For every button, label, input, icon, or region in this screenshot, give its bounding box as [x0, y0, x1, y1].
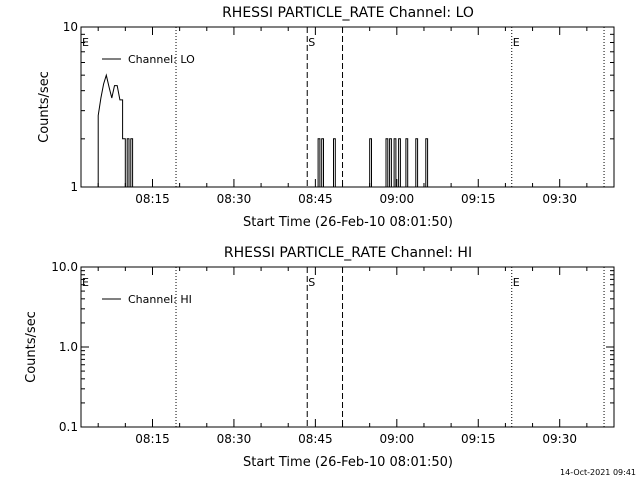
plot-timestamp: 14-Oct-2021 09:41 [560, 468, 636, 477]
panel-lo: RHESSI PARTICLE_RATE Channel: LO Start T… [37, 5, 615, 230]
x-tick-label: 08:30 [217, 192, 252, 206]
x-tick-label: 09:30 [542, 432, 577, 446]
x-tick-label: 09:00 [380, 192, 415, 206]
x-axis-label: Start Time (26-Feb-10 08:01:50) [243, 215, 453, 230]
x-tick-label: 08:15 [135, 432, 170, 446]
y-tick-label: 0.1 [59, 420, 78, 434]
marker-label: E [513, 36, 520, 49]
x-tick-label: 08:45 [298, 432, 333, 446]
legend-entry: Channel: HI [128, 293, 192, 306]
y-tick-label: 10 [63, 20, 78, 34]
x-tick-label: 08:45 [298, 192, 333, 206]
y-tick-label: 1.0 [59, 340, 78, 354]
y-axis-label: Counts/sec [37, 71, 52, 143]
x-tick-label: 09:00 [380, 432, 415, 446]
x-tick-label: 08:30 [217, 432, 252, 446]
series-line [97, 73, 429, 188]
x-axis-label: Start Time (26-Feb-10 08:01:50) [243, 455, 453, 470]
x-tick-label: 09:30 [542, 192, 577, 206]
y-tick-label: 1 [70, 180, 78, 194]
x-tick-label: 09:15 [461, 432, 496, 446]
marker-label: S [308, 36, 315, 49]
marker-label: E [82, 36, 89, 49]
legend-entry: Channel: LO [128, 53, 195, 66]
panel-hi: RHESSI PARTICLE_RATE Channel: HI Start T… [24, 245, 615, 470]
marker-label: S [308, 276, 315, 289]
chart-title: RHESSI PARTICLE_RATE Channel: LO [222, 5, 474, 21]
x-tick-label: 08:15 [135, 192, 170, 206]
marker-label: E [82, 276, 89, 289]
marker-label: E [513, 276, 520, 289]
y-axis-label: Counts/sec [24, 311, 39, 383]
y-tick-label: 10.0 [51, 260, 78, 274]
x-tick-label: 09:15 [461, 192, 496, 206]
chart-title: RHESSI PARTICLE_RATE Channel: HI [224, 245, 472, 261]
